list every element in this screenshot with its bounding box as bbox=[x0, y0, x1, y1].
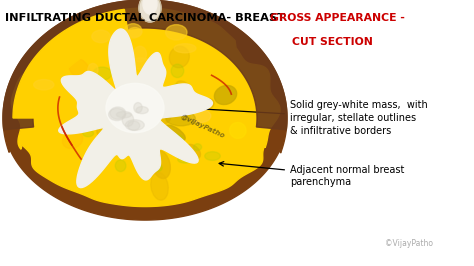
Text: Solid grey-white mass,  with
irregular, stellate outlines
& infiltrative borders: Solid grey-white mass, with irregular, s… bbox=[189, 100, 428, 136]
Ellipse shape bbox=[147, 102, 167, 120]
Ellipse shape bbox=[134, 103, 142, 113]
Text: GROSS APPEARANCE -: GROSS APPEARANCE - bbox=[270, 13, 405, 23]
Ellipse shape bbox=[191, 110, 211, 123]
Ellipse shape bbox=[114, 79, 134, 96]
Ellipse shape bbox=[143, 0, 157, 14]
Ellipse shape bbox=[166, 111, 195, 126]
Ellipse shape bbox=[152, 151, 170, 178]
Ellipse shape bbox=[120, 85, 141, 109]
Ellipse shape bbox=[97, 125, 109, 138]
Ellipse shape bbox=[139, 0, 161, 22]
Ellipse shape bbox=[124, 24, 142, 38]
Ellipse shape bbox=[140, 91, 155, 114]
Ellipse shape bbox=[110, 107, 126, 119]
Ellipse shape bbox=[80, 159, 96, 177]
Ellipse shape bbox=[178, 156, 192, 163]
Ellipse shape bbox=[93, 67, 112, 80]
Ellipse shape bbox=[140, 77, 157, 89]
Ellipse shape bbox=[109, 108, 126, 121]
Ellipse shape bbox=[127, 130, 137, 140]
Ellipse shape bbox=[171, 64, 184, 78]
Ellipse shape bbox=[139, 69, 152, 95]
Ellipse shape bbox=[109, 41, 124, 51]
Ellipse shape bbox=[205, 152, 220, 160]
Ellipse shape bbox=[165, 25, 187, 40]
Ellipse shape bbox=[63, 131, 83, 148]
Ellipse shape bbox=[68, 58, 90, 79]
Ellipse shape bbox=[115, 160, 126, 172]
Ellipse shape bbox=[128, 28, 142, 37]
Ellipse shape bbox=[174, 44, 196, 53]
Ellipse shape bbox=[149, 110, 171, 125]
Ellipse shape bbox=[34, 80, 54, 90]
Polygon shape bbox=[3, 0, 287, 130]
Ellipse shape bbox=[168, 134, 183, 147]
Ellipse shape bbox=[128, 121, 140, 130]
Text: Adjacent normal breast
parenchyma: Adjacent normal breast parenchyma bbox=[219, 162, 404, 188]
Polygon shape bbox=[59, 29, 212, 188]
Ellipse shape bbox=[117, 111, 132, 118]
Ellipse shape bbox=[138, 147, 155, 163]
Ellipse shape bbox=[122, 113, 134, 126]
Ellipse shape bbox=[214, 85, 237, 105]
Text: CUT SECTION: CUT SECTION bbox=[292, 37, 373, 47]
Ellipse shape bbox=[136, 107, 148, 114]
Polygon shape bbox=[11, 8, 280, 207]
Ellipse shape bbox=[106, 83, 164, 133]
Ellipse shape bbox=[89, 148, 107, 167]
Ellipse shape bbox=[125, 120, 144, 130]
Text: INFILTRATING DUCTAL CARCINOMA- BREAST: INFILTRATING DUCTAL CARCINOMA- BREAST bbox=[5, 13, 285, 23]
Ellipse shape bbox=[111, 114, 138, 129]
Text: @vijayPatho: @vijayPatho bbox=[180, 113, 226, 139]
Ellipse shape bbox=[151, 172, 168, 200]
Ellipse shape bbox=[193, 144, 201, 151]
Ellipse shape bbox=[169, 46, 189, 68]
Ellipse shape bbox=[109, 133, 122, 146]
Ellipse shape bbox=[186, 144, 201, 159]
Ellipse shape bbox=[172, 84, 181, 97]
Ellipse shape bbox=[92, 30, 110, 43]
Ellipse shape bbox=[137, 90, 155, 106]
Ellipse shape bbox=[154, 131, 167, 146]
Ellipse shape bbox=[176, 81, 193, 98]
Ellipse shape bbox=[153, 164, 162, 171]
Ellipse shape bbox=[83, 130, 94, 137]
Ellipse shape bbox=[111, 89, 133, 111]
Ellipse shape bbox=[109, 128, 124, 142]
Text: Nipple: Nipple bbox=[0, 265, 1, 266]
Ellipse shape bbox=[130, 58, 151, 69]
Ellipse shape bbox=[134, 46, 146, 62]
Polygon shape bbox=[13, 9, 129, 118]
Ellipse shape bbox=[139, 134, 159, 146]
Ellipse shape bbox=[88, 63, 98, 77]
Text: ©VijayPatho: ©VijayPatho bbox=[385, 239, 433, 248]
Ellipse shape bbox=[199, 99, 214, 110]
Ellipse shape bbox=[229, 122, 246, 138]
Polygon shape bbox=[3, 0, 287, 220]
Ellipse shape bbox=[165, 125, 185, 141]
